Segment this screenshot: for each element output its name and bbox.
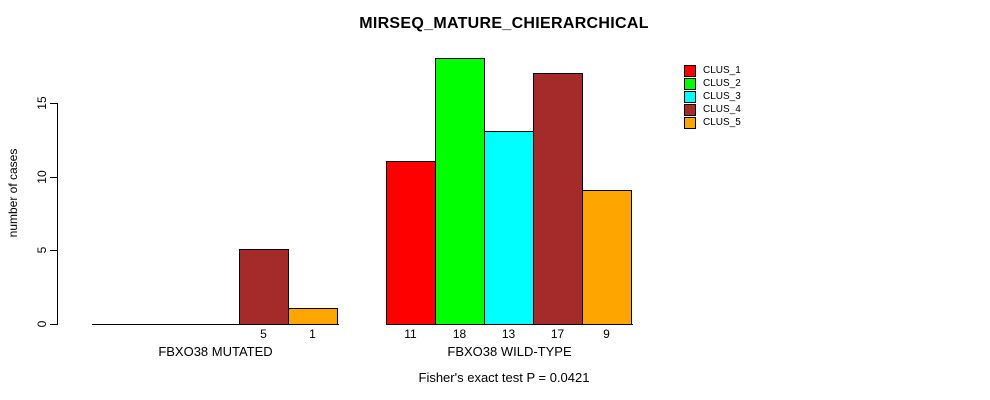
bar-value-label: 13 (501, 327, 516, 341)
legend: CLUS_1 CLUS_2 CLUS_3 CLUS_4 CLUS_5 (684, 64, 741, 130)
y-axis-tick-label: 10 (35, 170, 49, 184)
y-axis-label: number of cases (6, 148, 20, 238)
legend-item: CLUS_2 (684, 77, 741, 90)
fisher-test-subtitle: Fisher's exact test P = 0.0421 (418, 370, 590, 385)
y-axis-tick-label: 5 (35, 246, 49, 254)
bar-CLUS_3 (484, 131, 534, 325)
bar-CLUS_4 (533, 73, 583, 325)
legend-swatch-CLUS_3 (684, 90, 696, 103)
legend-label: CLUS_2 (703, 78, 741, 89)
bar-value-label: 5 (260, 327, 267, 341)
y-axis-tick-label: 15 (35, 96, 49, 110)
bar-CLUS_2 (435, 58, 485, 325)
legend-label: CLUS_5 (703, 117, 741, 128)
legend-item: CLUS_1 (684, 64, 741, 77)
legend-item: CLUS_4 (684, 103, 741, 116)
legend-label: CLUS_1 (703, 65, 741, 76)
bar-CLUS_5 (288, 308, 338, 325)
legend-item: CLUS_5 (684, 116, 741, 129)
legend-label: CLUS_4 (703, 104, 741, 115)
legend-swatch-CLUS_4 (684, 103, 696, 116)
bar-value-label: 1 (309, 327, 316, 341)
legend-item: CLUS_3 (684, 90, 741, 103)
bar-CLUS_4 (239, 249, 289, 325)
bar-CLUS_1 (386, 161, 436, 325)
category-label: FBXO38 WILD-TYPE (447, 344, 572, 359)
legend-label: CLUS_3 (703, 91, 741, 102)
y-axis-tick (50, 250, 58, 251)
category-label: FBXO38 MUTATED (158, 344, 273, 359)
bar-value-label: 11 (404, 327, 417, 341)
bar-value-label: 9 (603, 327, 610, 341)
bar-value-label: 17 (550, 327, 565, 341)
y-axis-tick (50, 324, 58, 325)
bar-value-label: 18 (452, 327, 467, 341)
legend-swatch-CLUS_2 (684, 77, 696, 90)
bar-CLUS_5 (582, 190, 632, 325)
y-axis-tick-label: 0 (35, 320, 49, 328)
y-axis-tick (50, 103, 58, 104)
y-axis-line (57, 103, 58, 325)
chart-title: MIRSEQ_MATURE_CHIERARCHICAL (359, 15, 649, 32)
legend-swatch-CLUS_1 (684, 64, 696, 77)
group-baseline (92, 324, 339, 325)
legend-swatch-CLUS_5 (684, 116, 696, 129)
y-axis-tick (50, 177, 58, 178)
